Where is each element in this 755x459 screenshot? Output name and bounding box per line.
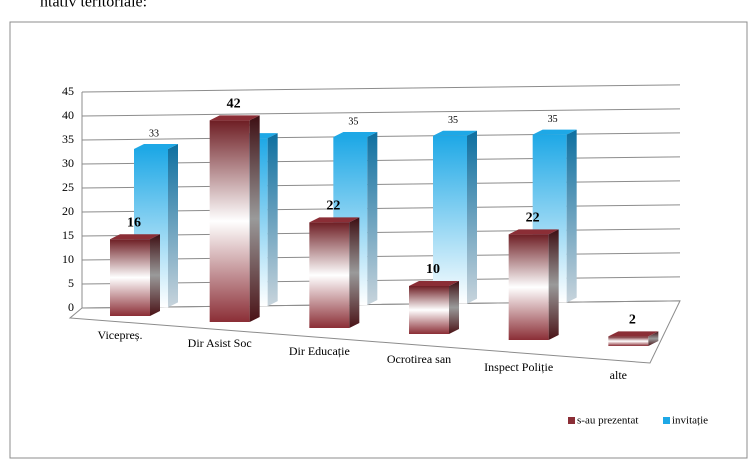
grid-line bbox=[81, 156, 681, 165]
y-tick-label: 30 bbox=[62, 156, 74, 170]
bar-prezentat-side bbox=[249, 115, 260, 323]
bar-invitatie-side bbox=[267, 133, 278, 307]
bar-prezentat-top bbox=[508, 229, 559, 235]
y-tick-label: 25 bbox=[62, 180, 74, 194]
grid-line bbox=[81, 108, 681, 117]
bar-prezentat-side bbox=[648, 331, 659, 346]
x-tick-label: Dir Asist Soc bbox=[188, 336, 252, 350]
bar-invitatie-top bbox=[333, 131, 378, 137]
data-label: 35 bbox=[348, 116, 358, 127]
data-label: 2 bbox=[629, 313, 636, 328]
chart-frame bbox=[9, 21, 748, 459]
bar-prezentat-side bbox=[449, 281, 459, 334]
data-label: 33 bbox=[149, 128, 159, 139]
bar-invitatie-top bbox=[433, 130, 477, 136]
bar-prezentat bbox=[309, 222, 350, 328]
data-label: 10 bbox=[426, 262, 440, 277]
grid-line bbox=[81, 180, 681, 189]
bar-prezentat-top bbox=[608, 331, 659, 337]
data-label: 22 bbox=[326, 199, 340, 214]
y-tick-label: 15 bbox=[62, 228, 74, 242]
data-label: 35 bbox=[448, 115, 458, 126]
x-tick-label: Vicepreș. bbox=[98, 328, 143, 342]
grid-line bbox=[81, 252, 681, 261]
bar-prezentat bbox=[209, 120, 250, 323]
legend-swatch bbox=[568, 417, 575, 424]
y-tick-label: 20 bbox=[62, 204, 74, 218]
bar-prezentat bbox=[608, 336, 649, 346]
grid-line bbox=[81, 204, 681, 213]
legend-label: invitație bbox=[672, 415, 708, 427]
bar-invitatie-side bbox=[168, 143, 178, 308]
bar-prezentat-top bbox=[110, 234, 160, 240]
y-tick-label: 0 bbox=[68, 300, 74, 314]
grid-line bbox=[81, 276, 681, 285]
grid-line bbox=[81, 228, 681, 237]
bar-prezentat-top bbox=[409, 281, 459, 286]
x-tick-label: Inspect Poliție bbox=[484, 360, 553, 374]
y-tick-label: 45 bbox=[62, 84, 74, 98]
bar-prezentat bbox=[409, 286, 449, 334]
grid-line bbox=[81, 84, 681, 93]
bar-prezentat-top bbox=[209, 115, 260, 121]
bar-invitatie-side bbox=[566, 129, 577, 303]
bar-invitatie bbox=[433, 135, 467, 304]
legend-swatch bbox=[663, 417, 670, 424]
y-tick-label: 35 bbox=[62, 132, 74, 146]
x-tick-label: alte bbox=[610, 368, 627, 382]
bar-prezentat bbox=[508, 234, 549, 340]
x-tick-label: Dir Educație bbox=[289, 344, 350, 358]
bar-prezentat-top bbox=[309, 217, 360, 223]
bar-prezentat-side bbox=[150, 234, 160, 316]
data-label: 16 bbox=[127, 215, 141, 230]
bar-prezentat bbox=[110, 239, 150, 316]
bar-invitatie-side bbox=[467, 130, 477, 304]
heading: ntativ teritoriale: bbox=[40, 0, 147, 11]
bar-prezentat-side bbox=[349, 217, 360, 328]
data-label: 35 bbox=[548, 114, 558, 125]
x-tick-label: Ocrotirea san bbox=[387, 352, 451, 366]
y-tick-label: 5 bbox=[68, 276, 74, 290]
bar-invitatie-side bbox=[367, 131, 378, 305]
bar-invitatie-top bbox=[532, 129, 577, 135]
bar-prezentat-side bbox=[548, 229, 559, 340]
legend-label: s-au prezentat bbox=[577, 415, 638, 427]
data-label: 42 bbox=[227, 97, 241, 112]
bar-invitatie-top bbox=[134, 143, 178, 149]
data-label: 22 bbox=[526, 211, 540, 226]
grid-line bbox=[81, 132, 681, 141]
y-tick-label: 10 bbox=[62, 252, 74, 266]
y-tick-label: 40 bbox=[62, 108, 74, 122]
grid-line bbox=[81, 300, 681, 309]
floor bbox=[68, 300, 681, 364]
